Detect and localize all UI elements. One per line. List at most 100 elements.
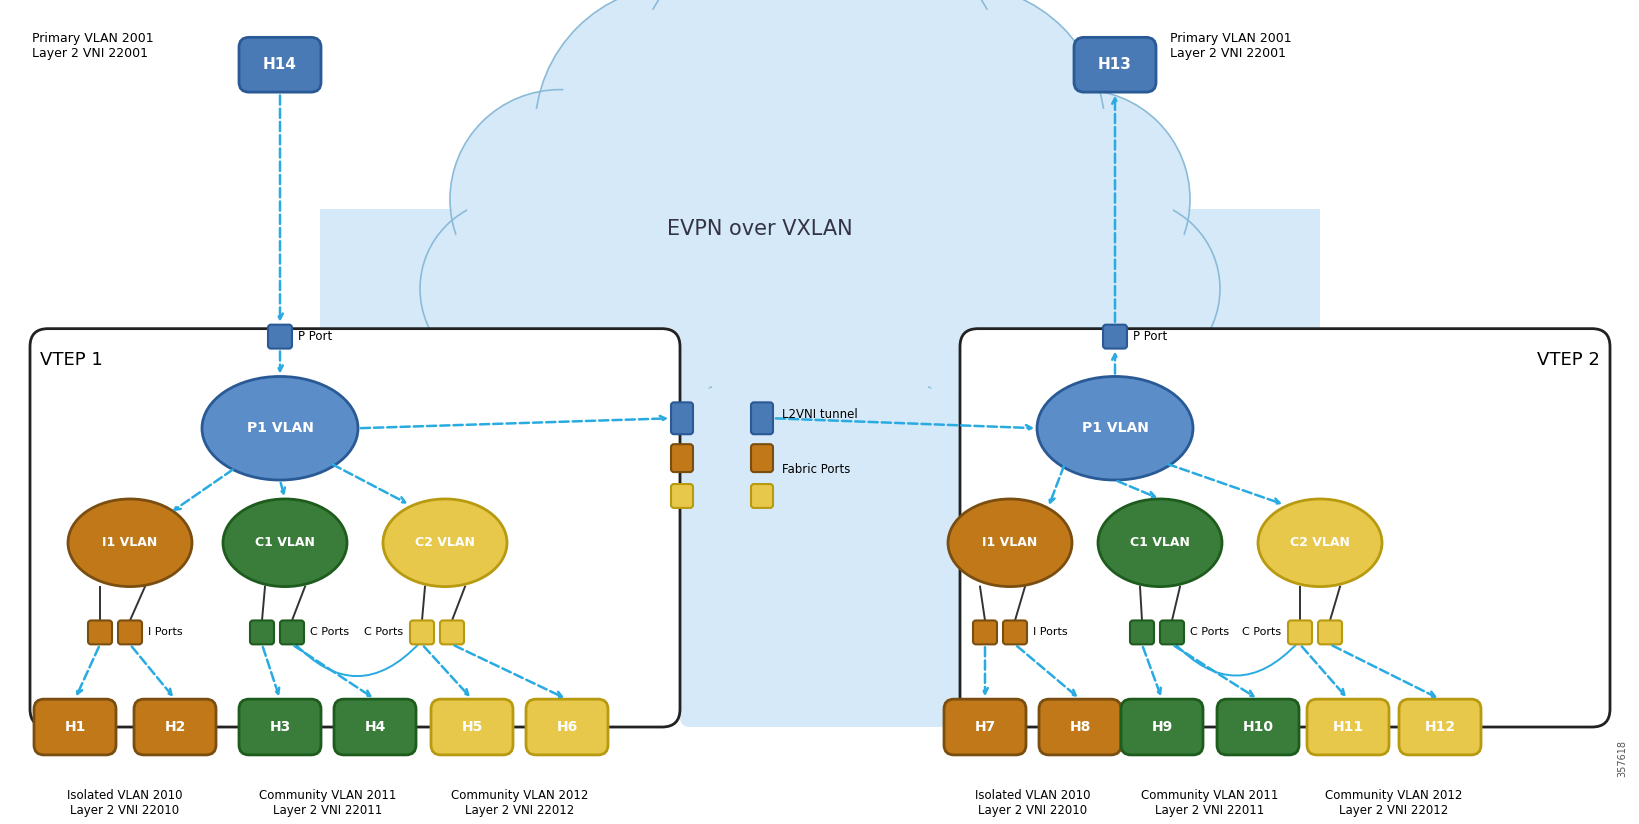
- Circle shape: [433, 213, 587, 365]
- FancyBboxPatch shape: [239, 699, 321, 755]
- Text: C2 VLAN: C2 VLAN: [1290, 536, 1349, 550]
- FancyBboxPatch shape: [680, 388, 959, 727]
- FancyBboxPatch shape: [751, 402, 772, 434]
- Text: VTEP 1: VTEP 1: [39, 350, 103, 368]
- Text: H14: H14: [262, 57, 297, 73]
- FancyBboxPatch shape: [30, 329, 680, 727]
- Circle shape: [529, 169, 751, 389]
- Text: H2: H2: [164, 720, 185, 734]
- FancyBboxPatch shape: [410, 620, 434, 644]
- Circle shape: [888, 169, 1110, 389]
- Text: I Ports: I Ports: [148, 627, 182, 638]
- Text: H4: H4: [364, 720, 385, 734]
- Text: P1 VLAN: P1 VLAN: [1080, 421, 1147, 435]
- Circle shape: [420, 199, 600, 378]
- Text: Isolated VLAN 2010
Layer 2 VNI 22010: Isolated VLAN 2010 Layer 2 VNI 22010: [67, 789, 182, 817]
- Circle shape: [556, 7, 803, 252]
- Text: H1: H1: [64, 720, 85, 734]
- Text: C1 VLAN: C1 VLAN: [1129, 536, 1190, 550]
- Text: H6: H6: [556, 720, 577, 734]
- Circle shape: [667, 126, 972, 431]
- Text: Primary VLAN 2001
Layer 2 VNI 22001: Primary VLAN 2001 Layer 2 VNI 22001: [1169, 32, 1292, 60]
- Ellipse shape: [202, 377, 357, 480]
- FancyBboxPatch shape: [34, 699, 116, 755]
- Circle shape: [449, 90, 670, 309]
- FancyBboxPatch shape: [670, 402, 693, 434]
- FancyBboxPatch shape: [670, 484, 693, 508]
- Text: L2VNI tunnel: L2VNI tunnel: [782, 409, 857, 421]
- Circle shape: [510, 149, 770, 409]
- FancyBboxPatch shape: [134, 699, 216, 755]
- Text: H13: H13: [1098, 57, 1131, 73]
- FancyBboxPatch shape: [431, 699, 513, 755]
- FancyBboxPatch shape: [1318, 620, 1341, 644]
- Text: P Port: P Port: [1133, 330, 1167, 343]
- Text: H10: H10: [1242, 720, 1274, 734]
- FancyBboxPatch shape: [334, 699, 416, 755]
- Text: I1 VLAN: I1 VLAN: [102, 536, 157, 550]
- Ellipse shape: [1098, 499, 1221, 587]
- FancyBboxPatch shape: [118, 620, 143, 644]
- FancyBboxPatch shape: [1216, 699, 1298, 755]
- FancyBboxPatch shape: [1103, 325, 1126, 349]
- Ellipse shape: [947, 499, 1072, 587]
- Circle shape: [869, 149, 1129, 409]
- Circle shape: [744, 73, 1016, 344]
- FancyBboxPatch shape: [280, 620, 303, 644]
- FancyBboxPatch shape: [972, 620, 997, 644]
- Text: Community VLAN 2012
Layer 2 VNI 22012: Community VLAN 2012 Layer 2 VNI 22012: [1324, 789, 1462, 817]
- Text: Community VLAN 2012
Layer 2 VNI 22012: Community VLAN 2012 Layer 2 VNI 22012: [451, 789, 588, 817]
- Ellipse shape: [384, 499, 506, 587]
- FancyBboxPatch shape: [1039, 699, 1121, 755]
- Ellipse shape: [223, 499, 347, 587]
- Text: H11: H11: [1331, 720, 1362, 734]
- Text: Primary VLAN 2001
Layer 2 VNI 22001: Primary VLAN 2001 Layer 2 VNI 22001: [33, 32, 154, 60]
- FancyBboxPatch shape: [1398, 699, 1480, 755]
- Circle shape: [534, 0, 824, 274]
- FancyBboxPatch shape: [267, 325, 292, 349]
- Circle shape: [836, 7, 1083, 252]
- Ellipse shape: [1036, 377, 1192, 480]
- Ellipse shape: [67, 499, 192, 587]
- Text: H12: H12: [1424, 720, 1455, 734]
- Text: EVPN over VXLAN: EVPN over VXLAN: [667, 219, 852, 239]
- Bar: [320, 209, 1319, 409]
- FancyBboxPatch shape: [1121, 699, 1203, 755]
- Circle shape: [815, 0, 1105, 274]
- Text: H9: H9: [1151, 720, 1172, 734]
- Circle shape: [987, 106, 1174, 293]
- Text: C Ports: C Ports: [310, 627, 349, 638]
- Circle shape: [600, 49, 919, 368]
- Text: H3: H3: [269, 720, 290, 734]
- Circle shape: [969, 90, 1190, 309]
- Text: C1 VLAN: C1 VLAN: [256, 536, 315, 550]
- FancyBboxPatch shape: [1306, 699, 1388, 755]
- FancyBboxPatch shape: [670, 444, 693, 472]
- Text: C Ports: C Ports: [1241, 627, 1280, 638]
- FancyBboxPatch shape: [751, 444, 772, 472]
- Circle shape: [1052, 213, 1206, 365]
- Text: I Ports: I Ports: [1033, 627, 1067, 638]
- FancyBboxPatch shape: [1159, 620, 1183, 644]
- Circle shape: [720, 49, 1039, 368]
- Circle shape: [623, 73, 895, 344]
- Text: Fabric Ports: Fabric Ports: [782, 463, 851, 476]
- FancyBboxPatch shape: [1003, 620, 1026, 644]
- Circle shape: [639, 100, 1000, 458]
- Circle shape: [465, 106, 652, 293]
- Text: H7: H7: [974, 720, 995, 734]
- FancyBboxPatch shape: [526, 699, 608, 755]
- Circle shape: [1039, 199, 1219, 378]
- Text: C2 VLAN: C2 VLAN: [415, 536, 475, 550]
- FancyBboxPatch shape: [1129, 620, 1154, 644]
- Text: P1 VLAN: P1 VLAN: [246, 421, 313, 435]
- FancyBboxPatch shape: [959, 329, 1609, 727]
- Circle shape: [629, 0, 1010, 289]
- Text: I1 VLAN: I1 VLAN: [982, 536, 1037, 550]
- Ellipse shape: [1257, 499, 1382, 587]
- Text: Community VLAN 2011
Layer 2 VNI 22011: Community VLAN 2011 Layer 2 VNI 22011: [1141, 789, 1278, 817]
- Text: H8: H8: [1069, 720, 1090, 734]
- FancyBboxPatch shape: [439, 620, 464, 644]
- FancyBboxPatch shape: [239, 37, 321, 92]
- FancyBboxPatch shape: [751, 484, 772, 508]
